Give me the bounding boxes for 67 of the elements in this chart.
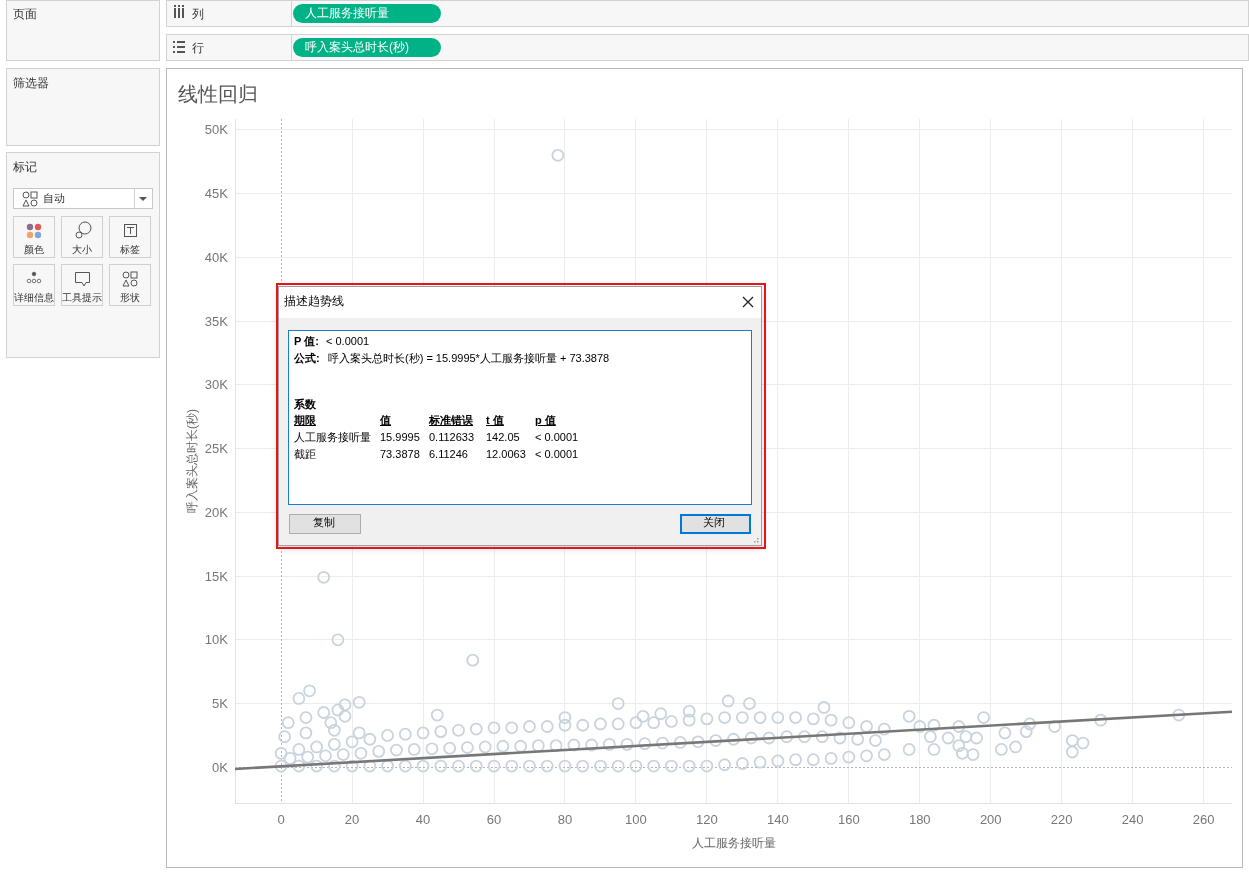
x-tick-label: 160 xyxy=(837,812,860,827)
x-tick-label: 240 xyxy=(1121,812,1144,827)
text: 人工服务接听量 xyxy=(305,6,389,21)
annotation: t 值 xyxy=(486,414,504,427)
chart-title: 线性回归 xyxy=(178,83,258,105)
annotation: 15.9995 xyxy=(380,431,420,444)
text: 标签 xyxy=(120,244,140,255)
text: 标记 xyxy=(13,160,37,175)
text: 列 xyxy=(192,7,204,22)
y-tick-label: 30K xyxy=(204,377,229,393)
annotation: < 0.0001 xyxy=(326,335,370,348)
annotation: P 值: xyxy=(294,335,319,348)
annotation: 描述趋势线 xyxy=(284,294,344,309)
annotation: 标准错误 xyxy=(429,414,473,427)
text: 形状 xyxy=(120,292,140,303)
text: 呼入案头总时长(秒) xyxy=(305,40,409,55)
annotation: 人工服务接听量 xyxy=(294,431,371,444)
annotation: 73.3878 xyxy=(380,448,420,461)
text: 大小 xyxy=(72,244,92,255)
y-axis-title: 呼入案头总时长(秒) xyxy=(185,409,199,513)
x-tick-label: 120 xyxy=(696,812,718,827)
x-tick-label: 0 xyxy=(277,812,285,827)
y-tick-label: 50K xyxy=(204,122,229,138)
y-tick-label: 40K xyxy=(204,249,229,265)
x-tick-label: 140 xyxy=(767,812,789,827)
x-tick-label: 60 xyxy=(486,812,502,827)
text: 详细信息 xyxy=(14,292,54,303)
x-tick-label: 220 xyxy=(1050,812,1073,827)
text: 筛选器 xyxy=(13,76,49,91)
annotation: 公式: xyxy=(294,352,320,365)
annotation: 截距 xyxy=(294,448,316,461)
y-tick-label: 35K xyxy=(204,313,229,329)
y-tick-label: 45K xyxy=(204,186,229,202)
annotation: < 0.0001 xyxy=(535,448,579,461)
x-tick-label: 260 xyxy=(1192,812,1215,827)
annotation: 呼入案头总时长(秒) = 15.9995*人工服务接听量 + 73.3878 xyxy=(328,352,610,365)
annotation: 6.11246 xyxy=(429,448,468,461)
annotation: < 0.0001 xyxy=(535,431,579,444)
x-tick-label: 40 xyxy=(415,812,431,827)
x-tick-label: 80 xyxy=(557,812,573,827)
annotation: 值 xyxy=(380,414,391,427)
y-tick-label: 15K xyxy=(204,568,229,584)
text: 颜色 xyxy=(24,244,44,255)
annotation: 12.0063 xyxy=(486,448,526,461)
annotation: 期限 xyxy=(294,414,316,427)
y-tick-label: 25K xyxy=(204,441,229,457)
x-axis-title: 人工服务接听量 xyxy=(691,836,776,850)
annotation: 142.05 xyxy=(486,431,520,444)
text: 自动 xyxy=(43,192,65,205)
x-tick-label: 20 xyxy=(344,812,360,827)
annotation: 复制 xyxy=(313,516,335,529)
annotation: 系数 xyxy=(294,398,316,411)
annotation: 关闭 xyxy=(703,516,725,529)
y-tick-label: 20K xyxy=(204,504,229,520)
y-tick-label: 0K xyxy=(212,759,229,775)
x-tick-label: 200 xyxy=(979,812,1002,827)
x-tick-label: 180 xyxy=(908,812,931,827)
text: 页面 xyxy=(13,7,37,22)
text: 工具提示 xyxy=(62,292,102,303)
text: 行 xyxy=(192,41,204,56)
button: 复制 xyxy=(289,514,361,534)
x-tick-label: 100 xyxy=(625,812,647,827)
annotation: p 值 xyxy=(535,414,556,427)
button: 关闭 xyxy=(680,514,751,534)
y-tick-label: 10K xyxy=(204,632,229,648)
annotation: 0.112633 xyxy=(429,431,475,444)
y-tick-label: 5K xyxy=(212,696,229,712)
